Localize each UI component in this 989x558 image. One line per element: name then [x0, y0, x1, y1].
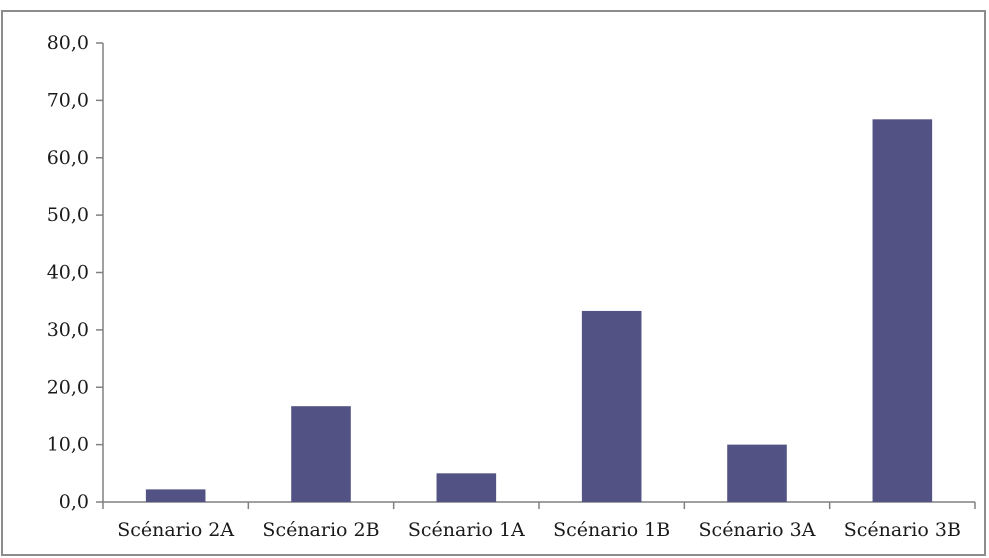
y-tick-label: 50,0: [47, 204, 89, 226]
x-category-label: Scénario 2A: [117, 519, 234, 541]
bar-sc-nario-1b: [581, 310, 642, 502]
x-category-label: Scénario 1B: [553, 519, 670, 541]
x-category-label: Scénario 3B: [844, 519, 961, 541]
y-tick-label: 10,0: [47, 434, 89, 456]
x-category-label: Scénario 3A: [699, 519, 816, 541]
bar-sc-nario-3b: [872, 119, 933, 502]
y-tick-label: 40,0: [47, 262, 89, 284]
bar-sc-nario-1a: [436, 473, 497, 502]
bar-sc-nario-3a: [727, 444, 787, 502]
bar-sc-nario-2a: [145, 489, 206, 502]
bar-sc-nario-2b: [291, 406, 351, 502]
y-tick-label: 80,0: [47, 32, 89, 54]
y-tick-label: 30,0: [47, 319, 89, 341]
y-tick-label: 70,0: [47, 89, 89, 111]
y-tick-label: 0,0: [59, 491, 89, 513]
bars: [145, 119, 933, 502]
y-tick-label: 20,0: [47, 376, 89, 398]
y-ticks: 0,0 10,0 20,0 30,0 40,0 50,0 60,0 70,0 80,0: [47, 32, 103, 513]
x-category-label: Scénario 1A: [408, 519, 525, 541]
x-ticks: [102, 502, 976, 509]
chart-frame: [1, 10, 986, 556]
x-labels: Scénario 2A Scénario 2B Scénario 1A Scénari…: [117, 519, 961, 541]
y-tick-label: 60,0: [47, 147, 89, 169]
x-category-label: Scénario 2B: [262, 519, 379, 541]
